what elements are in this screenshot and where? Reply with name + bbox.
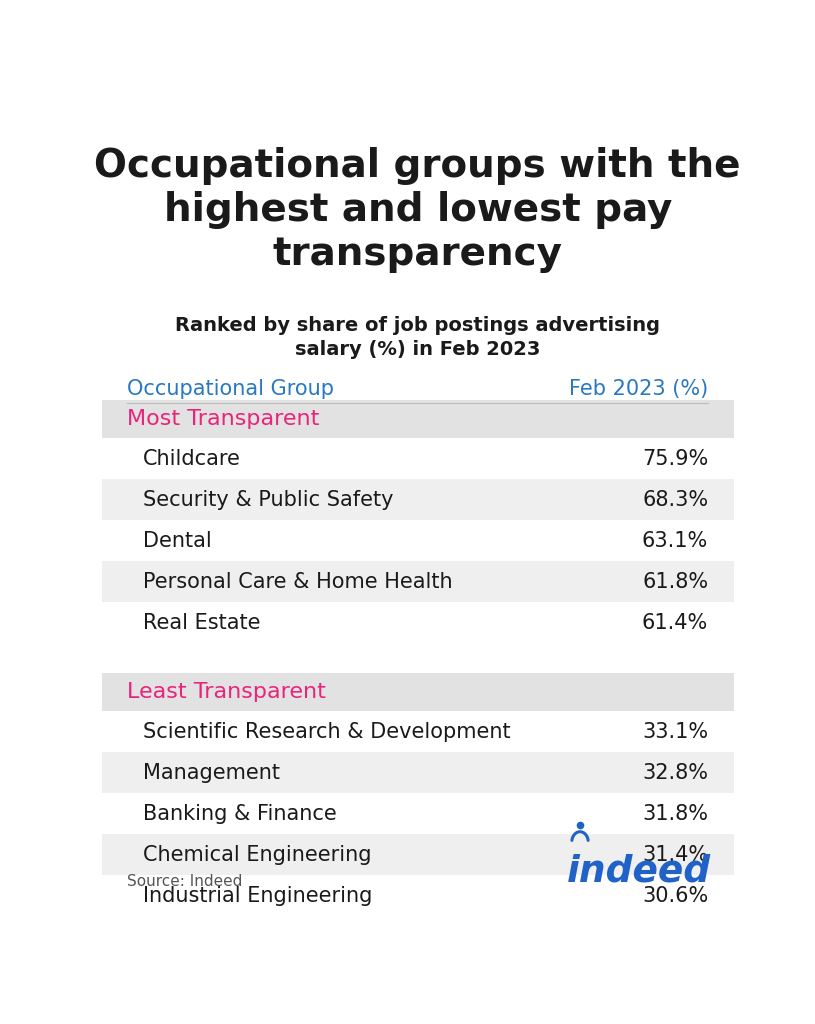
- Bar: [102, 793, 734, 835]
- Text: Industrial Engineering: Industrial Engineering: [143, 886, 372, 905]
- Text: Security & Public Safety: Security & Public Safety: [143, 489, 394, 510]
- Text: indeed: indeed: [567, 853, 711, 889]
- Bar: [102, 835, 734, 876]
- Bar: [102, 438, 734, 479]
- Text: Management: Management: [143, 763, 280, 782]
- Bar: [102, 876, 734, 916]
- Text: Occupational groups with the
highest and lowest pay
transparency: Occupational groups with the highest and…: [95, 146, 741, 272]
- Text: 75.9%: 75.9%: [642, 449, 708, 469]
- Bar: [102, 561, 734, 602]
- Text: 63.1%: 63.1%: [642, 530, 708, 551]
- Text: 30.6%: 30.6%: [642, 886, 708, 905]
- Text: 61.4%: 61.4%: [642, 612, 708, 633]
- Text: Source: Indeed: Source: Indeed: [127, 874, 243, 889]
- Bar: [102, 752, 734, 793]
- Text: Scientific Research & Development: Scientific Research & Development: [143, 722, 510, 741]
- Text: 31.8%: 31.8%: [642, 804, 708, 823]
- Text: Feb 2023 (%): Feb 2023 (%): [569, 379, 708, 399]
- Text: Chemical Engineering: Chemical Engineering: [143, 845, 372, 864]
- Text: 61.8%: 61.8%: [642, 571, 708, 592]
- Bar: [102, 711, 734, 752]
- Text: 33.1%: 33.1%: [642, 722, 708, 741]
- Text: Occupational Group: Occupational Group: [127, 379, 334, 399]
- Bar: [102, 673, 734, 711]
- Bar: [102, 479, 734, 520]
- Text: 31.4%: 31.4%: [642, 845, 708, 864]
- Text: 32.8%: 32.8%: [642, 763, 708, 782]
- Text: Dental: Dental: [143, 530, 212, 551]
- Text: Least Transparent: Least Transparent: [127, 682, 326, 702]
- Bar: [102, 520, 734, 561]
- Text: 68.3%: 68.3%: [642, 489, 708, 510]
- Text: Ranked by share of job postings advertising
salary (%) in Feb 2023: Ranked by share of job postings advertis…: [175, 316, 660, 358]
- Bar: [102, 602, 734, 643]
- Text: Childcare: Childcare: [143, 449, 240, 469]
- Text: Real Estate: Real Estate: [143, 612, 261, 633]
- Text: Personal Care & Home Health: Personal Care & Home Health: [143, 571, 452, 592]
- Text: Banking & Finance: Banking & Finance: [143, 804, 337, 823]
- Bar: [102, 400, 734, 438]
- Text: Most Transparent: Most Transparent: [127, 410, 319, 429]
